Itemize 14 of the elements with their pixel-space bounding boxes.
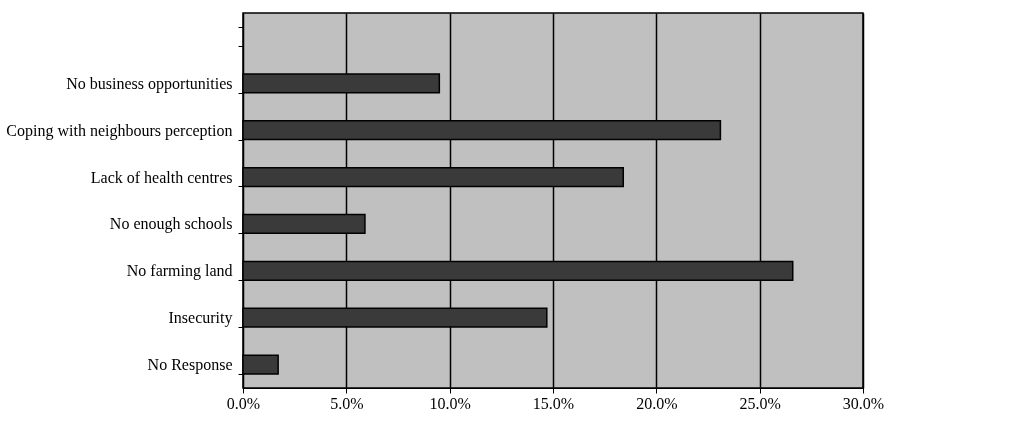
x-tick-label: 30.0% (842, 394, 885, 412)
y-tick-label: Coping with neighbours perception (6, 121, 233, 140)
x-tick-label: 10.0% (429, 394, 471, 412)
x-tick-label: 5.0% (330, 394, 364, 412)
x-tick-label: 0.0% (226, 394, 261, 412)
y-tick-label: No farming land (126, 262, 233, 281)
y-tick-label: No Response (147, 356, 233, 375)
y-tick-label: No business opportunities (66, 74, 233, 93)
x-tick-label: 25.0% (739, 394, 781, 412)
x-tick-label: 20.0% (636, 394, 678, 412)
x-tick-label: 15.0% (532, 394, 575, 412)
y-tick-label: Insecurity (168, 309, 233, 328)
y-tick-label: No enough schools (109, 215, 233, 234)
y-tick-label: Lack of health centres (90, 168, 233, 186)
